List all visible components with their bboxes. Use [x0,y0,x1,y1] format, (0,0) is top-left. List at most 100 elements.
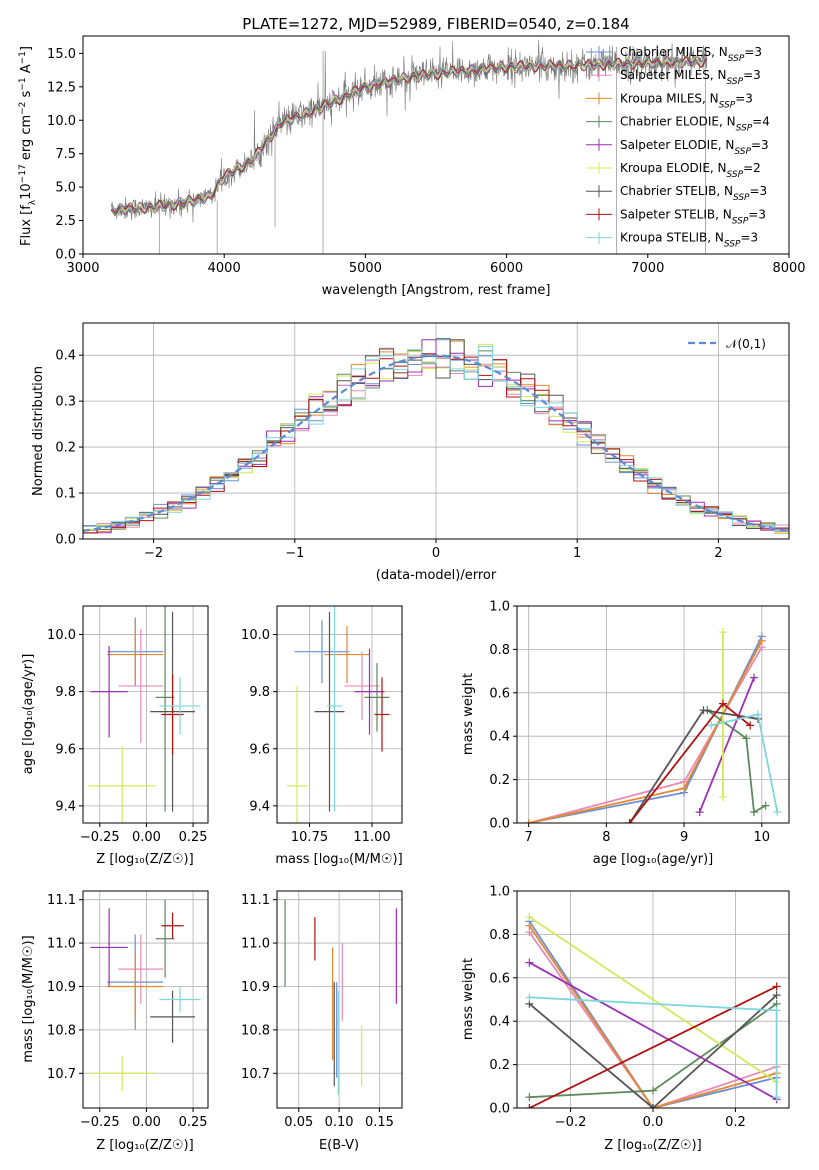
series-marker [757,636,766,645]
plot-area [88,606,201,823]
axes-frame [276,605,403,824]
y-tick-label: 11.0 [47,937,76,952]
axes-frame [82,605,209,824]
x-tick-label: −0.2 [555,1115,587,1130]
series-marker [746,721,755,730]
y-tick-label: 0.4 [489,730,510,745]
series-marker [525,958,534,967]
y-tick-label: 10.7 [241,1067,270,1082]
x-tick-label: 7000 [631,261,664,276]
axes-frame [516,605,790,824]
y-tick-label: 7.5 [55,147,76,162]
series-line-salpeter-elodie [698,677,755,813]
normal-reference-curve [83,354,789,532]
series-marker [718,628,727,637]
point-salpeter-elodie [90,908,128,987]
point-salpeter-stelib [161,912,184,939]
x-tick-label: 0.25 [179,830,208,845]
series-marker [718,699,727,708]
series-marker [772,982,781,991]
y-tick-label: 0.2 [55,441,76,456]
x-axis-label: mass [log₁₀(M/M☉)] [275,852,402,867]
y-axis-label: mass weight [461,673,476,755]
axes-frame [82,890,209,1109]
series-marker [524,819,533,823]
plot-area [524,628,782,823]
model-line-chabrier-stelib [110,55,707,216]
series-marker [649,1104,657,1108]
axes-mw_vs_age: 7 8 9 10 0.0 0.2 0.4 0.6 0.8 1.0 age [log₁₀(age/yr… [461,600,790,867]
figure-title: PLATE=1272, MJD=52989, FIBERID=0540, z=0… [242,15,629,33]
point-chabrier-elodie [364,663,390,732]
axes-frame [82,322,790,540]
x-tick-label: 0.2 [725,1115,746,1130]
y-tick-label: 9.8 [55,685,76,700]
legend-entry-label: Kroupa ELODIE, NSSP=2 [620,161,761,180]
series-marker [772,991,781,1000]
axes-frame [276,890,403,1109]
point-kroupa-stelib [327,606,342,812]
x-tick-label: 0.00 [132,1115,161,1130]
series-marker [625,819,634,823]
y-tick-label: 0.0 [55,533,76,548]
plot-area [83,338,789,534]
y-tick-label: 10.0 [47,114,76,129]
series-marker [695,808,704,817]
y-tick-label: 11.1 [47,893,76,908]
x-tick-label: 11.00 [353,830,390,845]
series-line-chabrier-miles [528,920,777,1108]
point-chabrier-elodie [155,899,175,978]
point-kroupa-elodie [287,685,307,823]
series-line-chabrier-stelib [528,994,778,1108]
x-tick-label: 0.05 [284,1115,313,1130]
y-tick-label: 0.0 [489,817,510,832]
series-line-salpeter-miles [528,931,777,1108]
axes-mw_vs_Z: −0.2 0.0 0.2 0.0 0.2 0.4 0.6 0.8 1.0 Z [log₁₀(Z/Z… [461,885,790,1153]
series-marker [649,1086,657,1095]
y-tick-label: 11.1 [241,893,270,908]
series-marker [525,1104,534,1108]
series-marker [772,1006,781,1015]
series-marker [761,801,770,810]
point-kroupa-stelib [159,986,201,1013]
series-marker [742,734,751,743]
legend-entry-label: Salpeter STELIB, NSSP=3 [620,207,766,226]
plot-area [525,913,781,1108]
y-tick-label: 0.4 [489,1015,510,1030]
x-tick-label: 8000 [772,261,805,276]
legend-entry-label: Kroupa STELIB, NSSP=3 [620,231,758,250]
y-tick-label: 12.5 [47,80,76,95]
x-axis-label: E(B-V) [319,1138,359,1153]
y-axis-label: mass weight [461,958,476,1040]
y-tick-label: 9.4 [55,799,76,814]
axes-frame [516,890,790,1109]
y-tick-label: 10.7 [47,1067,76,1082]
x-tick-label: 0 [432,546,440,561]
series-line-kroupa-miles [528,925,777,1108]
plot-area [88,899,201,1091]
x-tick-label: −0.25 [80,1115,120,1130]
x-tick-label: 0.25 [179,1115,208,1130]
x-tick-label: 0.10 [325,1115,354,1130]
y-axis-label: Normed distribution [31,366,46,496]
y-tick-label: 11.0 [241,937,270,952]
y-tick-label: 9.4 [249,799,270,814]
y-tick-label: 0.4 [55,349,76,364]
point-chabrier-miles [294,620,350,684]
legend-entry-label: Chabrier MILES, NSSP=3 [620,45,762,64]
series-marker [525,913,534,922]
series-marker [699,706,708,715]
point-kroupa-stelib [159,677,201,735]
legend-entry-label: 𝒩(0,1) [726,337,766,351]
x-tick-label: 0.15 [365,1115,394,1130]
x-tick-label: 0.0 [643,1115,664,1130]
x-axis-label: wavelength [Angstrom, rest frame] [322,283,551,298]
x-tick-label: 0.00 [132,830,161,845]
x-tick-label: −2 [144,546,163,561]
point-salpeter-miles [344,651,380,721]
y-tick-label: 0.2 [489,1058,510,1073]
series-line-chabrier-elodie [706,709,767,814]
y-tick-label: 5.0 [55,181,76,196]
